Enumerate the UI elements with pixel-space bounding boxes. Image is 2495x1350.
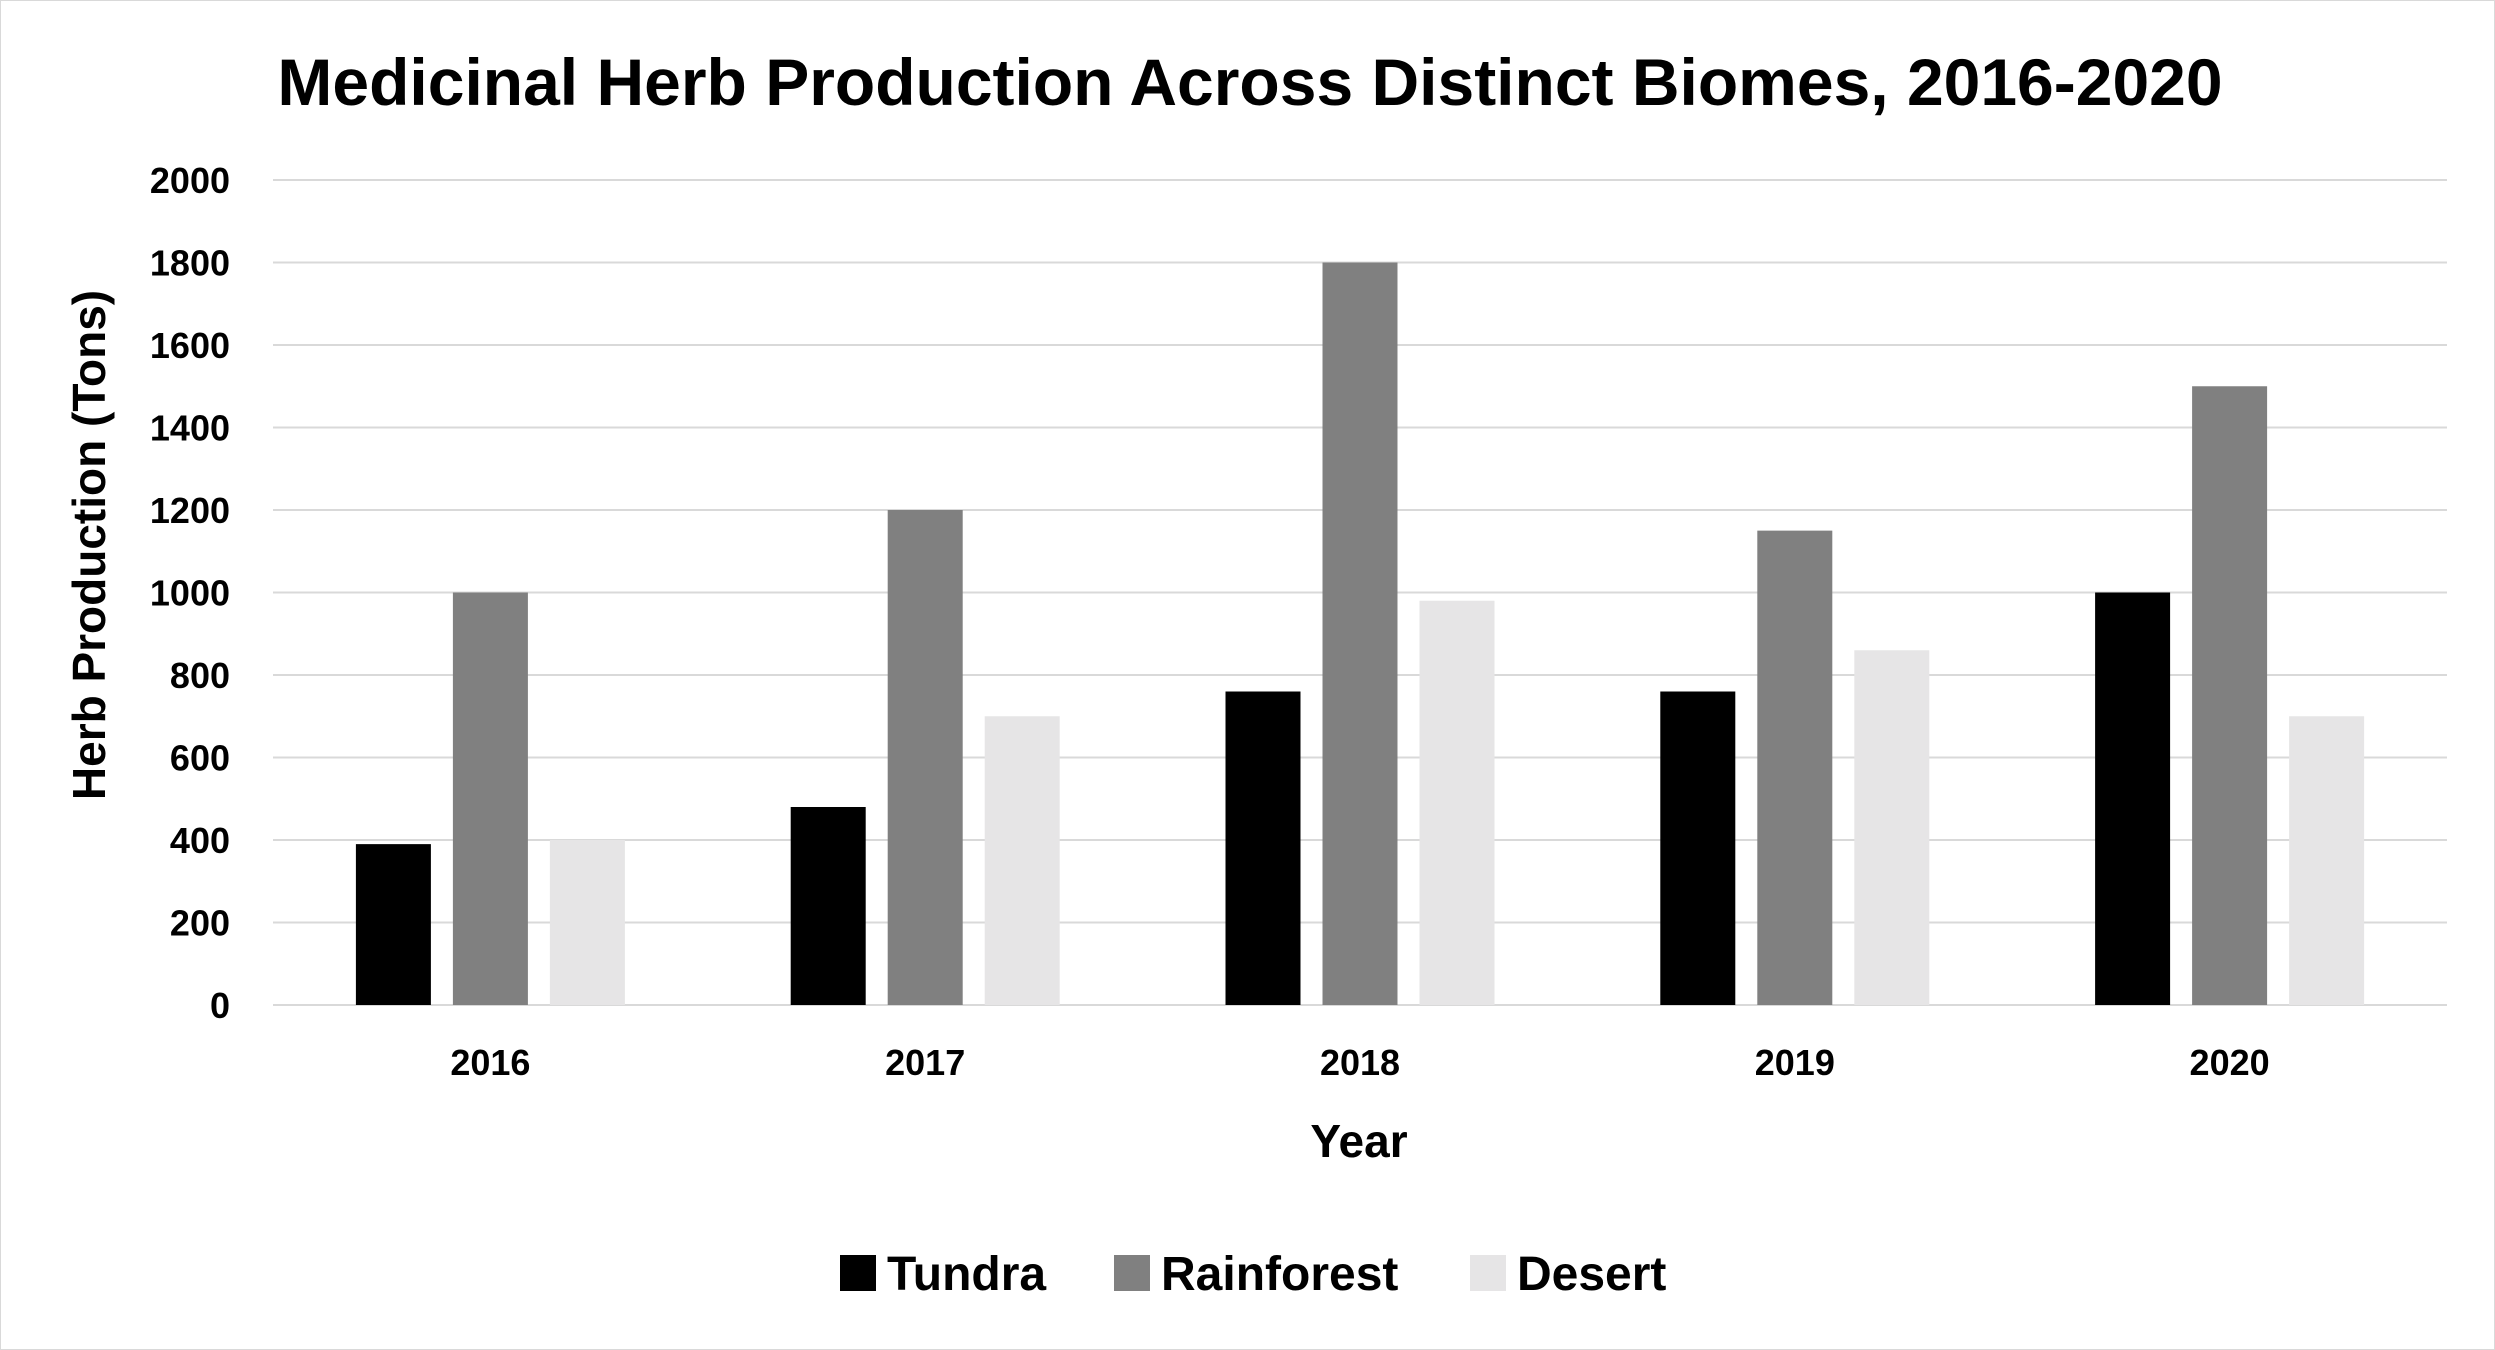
bar-desert-2018 — [1419, 600, 1495, 1005]
y-tick-label: 1400 — [150, 408, 230, 449]
x-tick-label: 2016 — [450, 1042, 530, 1083]
y-tick-label: 0 — [210, 985, 230, 1026]
bar-rainforest-2016 — [452, 592, 528, 1005]
bar-tundra-2020 — [2095, 592, 2171, 1005]
y-tick-label: 200 — [170, 903, 230, 944]
legend-swatch — [1470, 1255, 1506, 1291]
bar-rainforest-2018 — [1322, 262, 1398, 1005]
bar-desert-2020 — [2289, 716, 2365, 1005]
y-tick-label: 400 — [170, 820, 230, 861]
x-axis-ticks: 2016 2017 2018 2019 2020 — [450, 1042, 2269, 1083]
x-tick-label: 2018 — [1320, 1042, 1400, 1083]
legend-swatch — [1114, 1255, 1150, 1291]
bar-tundra-2017 — [790, 807, 866, 1005]
y-axis-ticks: 0 200 400 600 800 1000 1200 1400 1600 1800 2000 — [150, 160, 230, 1026]
x-axis-title: Year — [1310, 1115, 1407, 1167]
y-tick-label: 1000 — [150, 573, 230, 614]
bar-tundra-2019 — [1660, 691, 1736, 1005]
x-tick-label: 2017 — [885, 1042, 965, 1083]
legend-label: Desert — [1517, 1248, 1666, 1301]
y-tick-label: 1600 — [150, 325, 230, 366]
bar-rainforest-2020 — [2192, 386, 2268, 1005]
bar-tundra-2018 — [1225, 691, 1301, 1005]
x-tick-label: 2020 — [2190, 1042, 2270, 1083]
y-axis-title: Herb Production (Tons) — [63, 290, 115, 800]
chart-title: Medicinal Herb Production Across Distinc… — [277, 45, 2222, 119]
legend-item-tundra: Tundra — [840, 1248, 1046, 1301]
y-tick-label: 600 — [170, 738, 230, 779]
y-tick-label: 800 — [170, 655, 230, 696]
y-tick-label: 1200 — [150, 490, 230, 531]
x-tick-label: 2019 — [1755, 1042, 1835, 1083]
bar-rainforest-2017 — [887, 510, 963, 1005]
y-tick-label: 1800 — [150, 243, 230, 284]
bar-desert-2019 — [1854, 650, 1930, 1005]
bars — [355, 262, 2365, 1005]
legend-swatch — [840, 1255, 876, 1291]
bar-desert-2017 — [984, 716, 1060, 1005]
bar-tundra-2016 — [355, 844, 431, 1005]
legend-item-desert: Desert — [1470, 1248, 1666, 1301]
legend-label: Rainforest — [1161, 1248, 1398, 1301]
legend: Tundra Rainforest Desert — [840, 1248, 1666, 1301]
legend-item-rainforest: Rainforest — [1114, 1248, 1398, 1301]
bar-rainforest-2019 — [1757, 530, 1833, 1005]
legend-label: Tundra — [887, 1248, 1046, 1301]
y-tick-label: 2000 — [150, 160, 230, 201]
bar-desert-2016 — [549, 840, 625, 1005]
